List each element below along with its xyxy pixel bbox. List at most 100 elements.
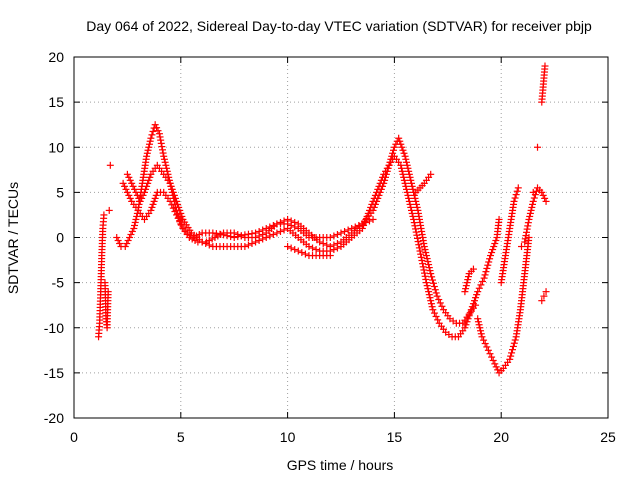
data-point [379,173,387,181]
data-point [160,152,168,160]
data-point [147,134,155,142]
data-point [177,221,185,229]
data-point [425,288,433,296]
data-point [487,252,495,260]
data-point [174,214,182,222]
data-point [326,234,334,241]
data-point [143,152,151,160]
data-point [418,257,426,265]
data-point [402,182,410,190]
data-point [481,340,489,348]
data-point [125,173,133,181]
data-point [158,146,166,154]
data-point [132,215,140,223]
data-point [542,197,550,205]
data-point [143,182,151,190]
data-point [483,264,491,272]
data-point [209,229,217,237]
data-point [465,312,473,320]
x-tick-label: 0 [70,429,78,445]
data-point [363,212,371,220]
data-point [376,179,384,187]
data-point [427,170,435,178]
data-point [479,277,487,285]
data-point [202,240,210,248]
data-point [276,227,284,235]
data-point [412,197,420,205]
data-point [542,288,550,296]
data-point [482,268,490,276]
data-point [398,167,406,175]
data-point [466,309,474,317]
data-point [273,229,281,237]
data-point [423,255,431,263]
data-point [157,139,165,147]
data-point [414,238,422,246]
data-point [507,352,515,360]
data-point [175,203,183,211]
data-point [490,243,498,251]
data-point [153,124,161,132]
data-point [116,240,124,248]
data-point [400,173,408,181]
data-point [427,300,435,308]
data-point [538,188,546,196]
data-point [411,222,419,230]
data-point [411,194,419,202]
y-tick-label: 10 [48,139,64,155]
data-point [433,292,441,300]
data-point [412,200,420,208]
data-point [237,232,245,240]
data-point [538,297,546,305]
data-point [477,330,485,338]
data-point [483,343,491,351]
data-point [461,288,469,296]
data-point [464,276,472,284]
data-point [432,312,440,320]
data-point [145,176,153,184]
data-point [421,246,429,254]
data-point [407,176,415,184]
data-point [426,267,434,275]
data-point [508,346,516,354]
data-point [475,284,483,292]
data-point [123,240,131,248]
data-point [161,158,169,166]
data-point [508,349,516,357]
data-point [105,206,113,214]
y-tick-label: 0 [56,230,64,246]
data-point [368,200,376,208]
data-point [178,212,186,220]
data-point [425,264,433,272]
data-point [485,258,493,266]
data-point [151,194,159,202]
y-tick-label: 15 [48,94,64,110]
data-point [167,182,175,190]
data-point [429,279,437,287]
data-point [176,206,184,214]
data-point [463,279,471,287]
data-point [166,179,174,187]
data-point [348,224,356,232]
data-point [155,130,163,138]
data-point [410,191,418,199]
data-point [417,253,425,261]
data-point [158,143,166,151]
data-point [351,223,359,231]
data-point [244,241,252,249]
data-point [421,272,429,280]
data-point [140,188,148,196]
data-point [301,250,309,258]
data-point [355,221,363,229]
data-point [405,167,413,175]
data-point [291,223,299,231]
data-point [148,131,156,139]
axis-ticks: 0 5 10 15 20 25 -20 -15 -10 -5 0 5 10 15 20 [44,49,616,445]
data-point [514,184,522,192]
data-point [436,299,444,307]
data-point [406,200,414,208]
data-point [421,269,429,277]
data-point [173,211,181,219]
data-point [139,191,147,199]
data-point [399,170,407,178]
